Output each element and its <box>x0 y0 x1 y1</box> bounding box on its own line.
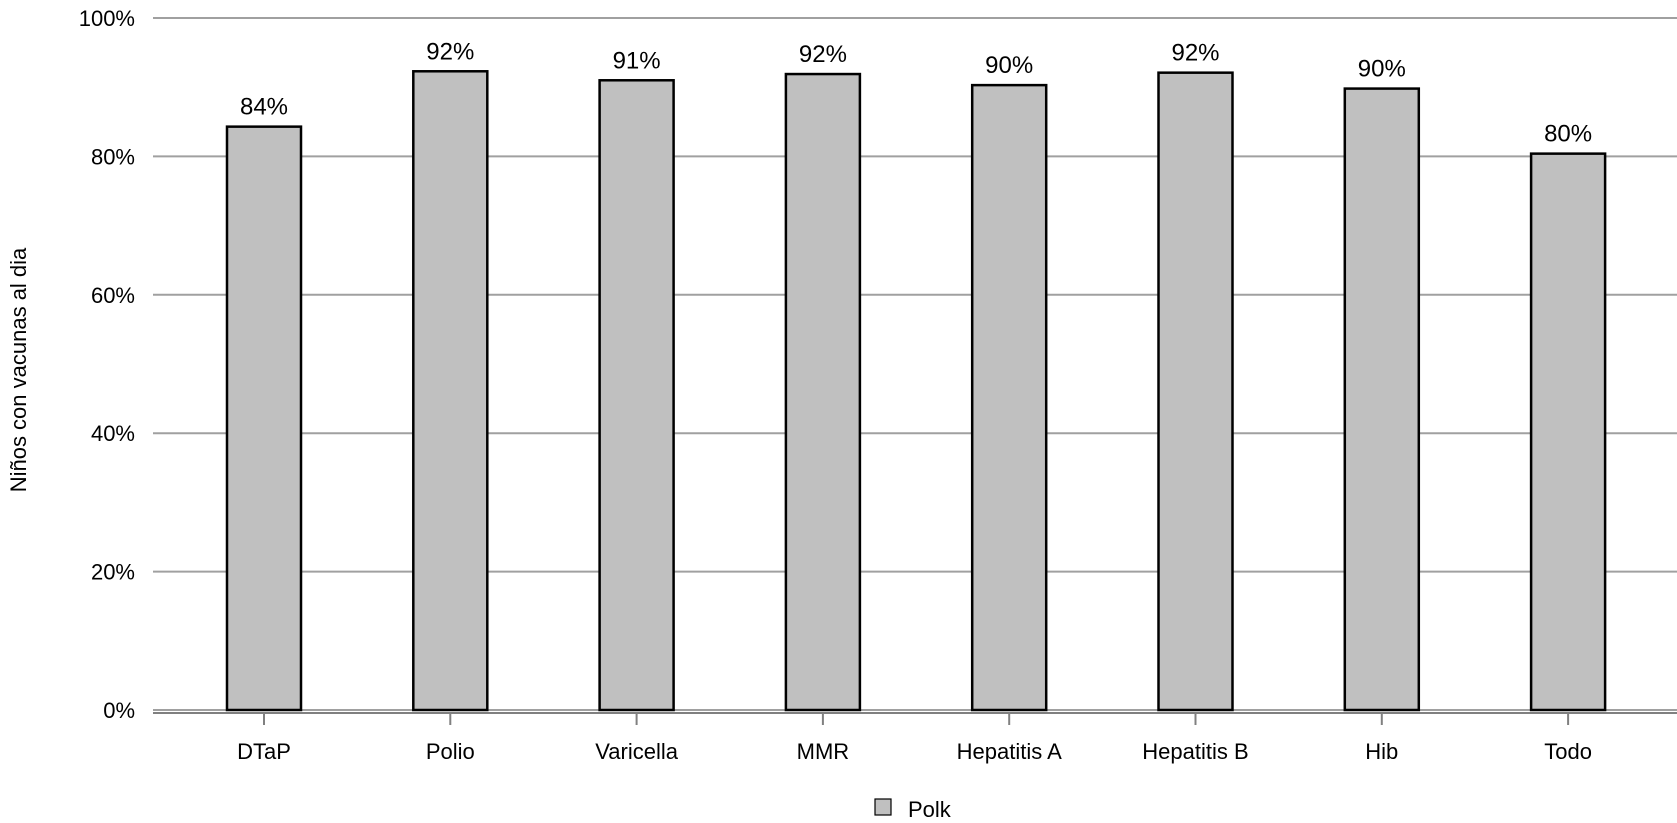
bar <box>225 125 303 712</box>
data-label: 84% <box>240 94 288 121</box>
y-tick-label: 80% <box>91 144 135 169</box>
y-tick-label: 20% <box>91 560 135 585</box>
legend-label: Polk <box>908 797 952 822</box>
bar <box>1157 71 1234 712</box>
bar <box>598 79 675 712</box>
y-tick-label: 40% <box>91 421 135 446</box>
bar <box>784 72 862 712</box>
data-label: 90% <box>1358 56 1406 83</box>
bar <box>970 83 1048 712</box>
y-tick-label: 60% <box>91 283 135 308</box>
x-tick-label: Hib <box>1365 739 1398 764</box>
bars: 84% 92% 91% 92% 90% 92% 90% 80% <box>225 38 1607 712</box>
x-axis: DTaP Polio Varicella MMR Hepatitis A Hepatiti… <box>153 712 1677 764</box>
x-tick-label: Polio <box>426 739 475 764</box>
data-label: 92% <box>799 41 847 68</box>
legend-swatch <box>874 798 892 816</box>
x-tick-label: Varicella <box>595 739 679 764</box>
x-tick-label: MMR <box>797 739 850 764</box>
data-label: 92% <box>1171 40 1219 67</box>
x-tick-label: Hepatitis B <box>1142 739 1248 764</box>
y-axis-ticks: 0% 20% 40% 60% 80% 100% <box>79 6 135 723</box>
y-tick-label: 100% <box>79 6 135 31</box>
bar <box>1529 152 1607 712</box>
legend: Polk <box>874 797 952 822</box>
x-tick-label: Hepatitis A <box>957 739 1062 764</box>
y-axis-title: Niños con vacunas al dia <box>6 247 31 492</box>
data-label: 80% <box>1544 121 1592 148</box>
bar <box>1343 87 1421 712</box>
x-tick-label: Todo <box>1544 739 1592 764</box>
x-tick-label: DTaP <box>237 739 291 764</box>
data-label: 91% <box>613 47 661 74</box>
gridlines <box>153 17 1677 711</box>
y-tick-label: 0% <box>103 698 135 723</box>
bar <box>412 70 489 712</box>
data-label: 90% <box>985 52 1033 79</box>
data-label: 92% <box>426 38 474 65</box>
